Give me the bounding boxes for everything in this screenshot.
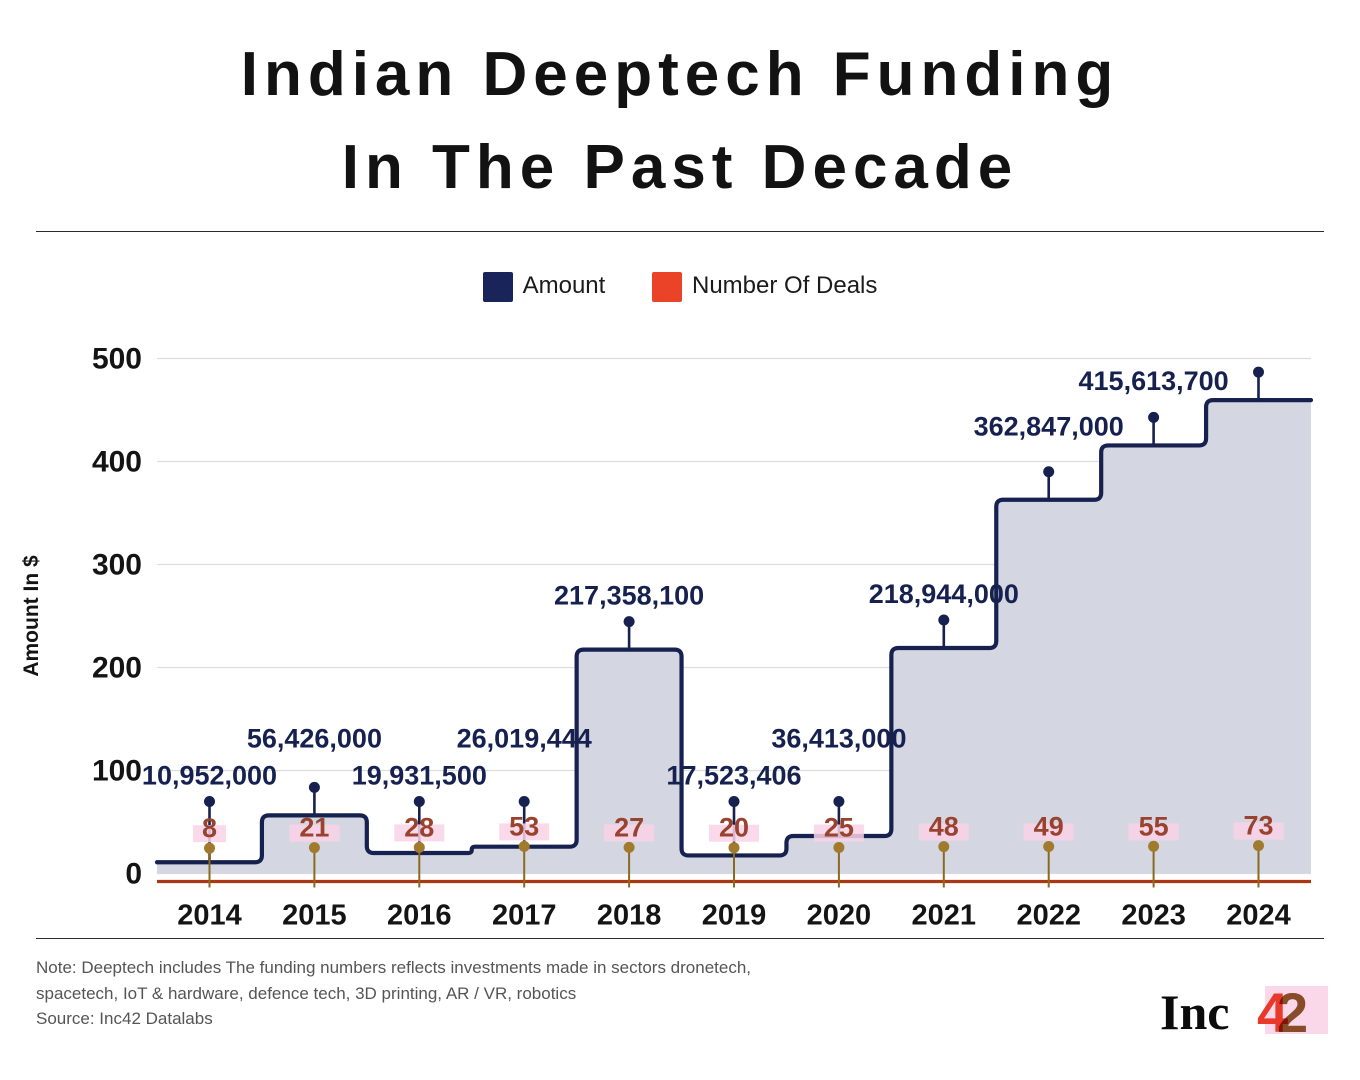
- svg-text:49: 49: [1034, 812, 1064, 842]
- svg-text:53: 53: [509, 811, 539, 841]
- svg-text:300: 300: [92, 549, 142, 582]
- svg-text:400: 400: [92, 446, 142, 479]
- svg-text:28: 28: [404, 812, 434, 842]
- svg-text:36,413,000: 36,413,000: [771, 724, 906, 754]
- svg-text:2019: 2019: [702, 900, 767, 932]
- svg-text:2021: 2021: [912, 900, 977, 932]
- svg-text:2014: 2014: [177, 900, 242, 932]
- svg-text:2015: 2015: [282, 900, 347, 932]
- svg-text:21: 21: [299, 813, 329, 843]
- svg-text:2018: 2018: [597, 900, 662, 932]
- svg-text:2022: 2022: [1016, 900, 1081, 932]
- svg-text:500: 500: [92, 343, 142, 376]
- svg-text:2023: 2023: [1121, 900, 1186, 932]
- svg-text:8: 8: [202, 813, 217, 843]
- svg-text:217,358,100: 217,358,100: [554, 581, 704, 611]
- svg-text:0: 0: [125, 858, 142, 891]
- svg-text:Amount In $: Amount In $: [20, 555, 43, 677]
- svg-text:17,523,406: 17,523,406: [666, 761, 801, 791]
- svg-text:48: 48: [929, 812, 959, 842]
- svg-text:2: 2: [1277, 982, 1308, 1042]
- svg-text:100: 100: [92, 755, 142, 788]
- svg-text:200: 200: [92, 652, 142, 685]
- svg-text:26,019,444: 26,019,444: [457, 724, 592, 754]
- svg-text:415,613,700: 415,613,700: [1079, 366, 1229, 396]
- svg-text:362,847,000: 362,847,000: [974, 411, 1124, 441]
- svg-text:2016: 2016: [387, 900, 452, 932]
- svg-text:2017: 2017: [492, 900, 557, 932]
- svg-text:55: 55: [1139, 811, 1169, 841]
- svg-text:25: 25: [824, 813, 854, 843]
- svg-text:10,952,000: 10,952,000: [142, 761, 277, 791]
- svg-text:27: 27: [614, 812, 644, 842]
- svg-text:20: 20: [719, 813, 749, 843]
- svg-text:2024: 2024: [1226, 900, 1291, 932]
- svg-text:2020: 2020: [807, 900, 872, 932]
- svg-text:56,426,000: 56,426,000: [247, 724, 382, 754]
- svg-text:73: 73: [1243, 811, 1273, 841]
- svg-text:19,931,500: 19,931,500: [352, 761, 487, 791]
- svg-text:218,944,000: 218,944,000: [869, 579, 1019, 609]
